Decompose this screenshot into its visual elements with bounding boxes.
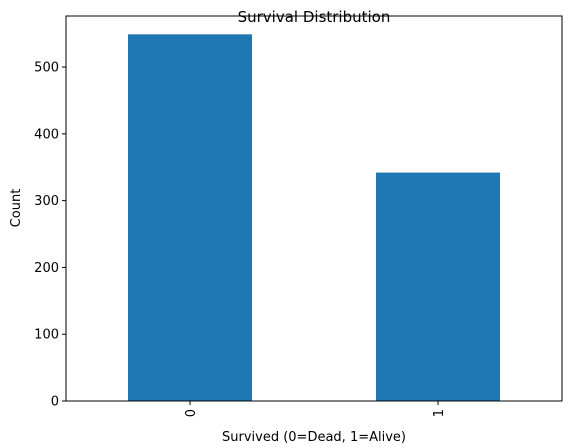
y-axis-ticks: 0 100 200 300 400 500 [34, 61, 66, 410]
bar-0 [128, 34, 252, 401]
y-tick-label: 0 [51, 395, 59, 410]
y-tick-label: 400 [34, 127, 59, 142]
x-tick-label: 0 [184, 409, 199, 417]
y-tick-label: 500 [34, 61, 59, 76]
bars-group [128, 34, 500, 401]
y-axis-label: Count [9, 189, 24, 228]
x-tick-label: 1 [432, 409, 447, 417]
x-axis-label: Survived (0=Dead, 1=Alive) [222, 430, 406, 445]
y-tick-label: 100 [34, 328, 59, 343]
y-tick-label: 300 [34, 194, 59, 209]
y-tick-label: 200 [34, 261, 59, 276]
chart-title: Survival Distribution [238, 8, 391, 26]
bar-1 [376, 172, 500, 401]
plot-frame [65, 15, 563, 402]
